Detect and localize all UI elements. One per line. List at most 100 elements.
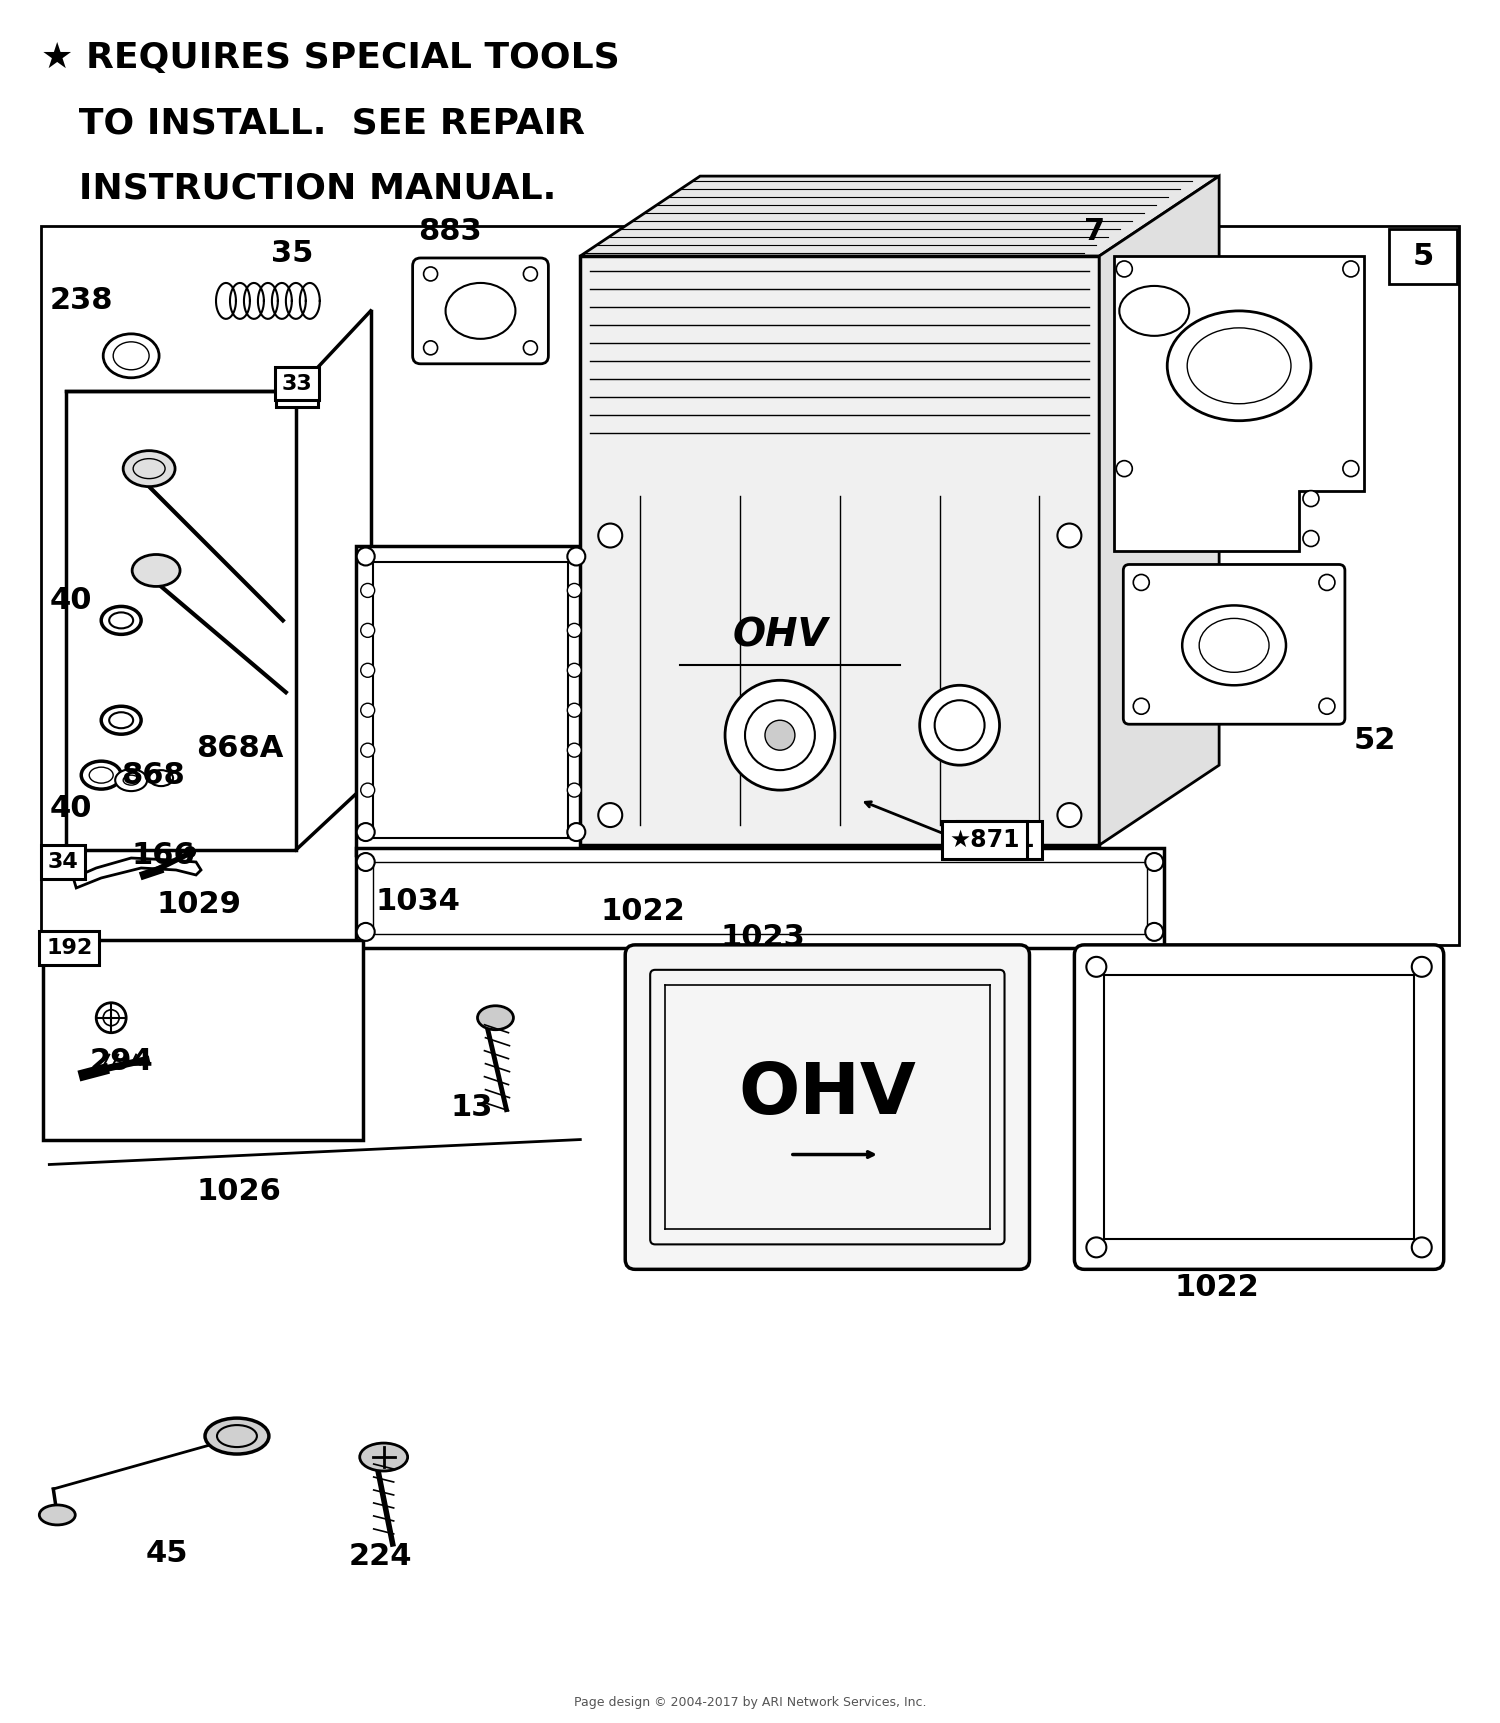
Ellipse shape: [360, 1444, 408, 1471]
Circle shape: [1412, 956, 1431, 977]
FancyBboxPatch shape: [1074, 944, 1443, 1270]
Circle shape: [724, 681, 836, 791]
Circle shape: [765, 720, 795, 750]
Text: 33: 33: [282, 381, 312, 401]
FancyBboxPatch shape: [1104, 975, 1414, 1239]
Ellipse shape: [39, 1504, 75, 1525]
Text: 1026: 1026: [196, 1177, 280, 1206]
Circle shape: [357, 548, 375, 565]
Ellipse shape: [110, 612, 134, 629]
Circle shape: [524, 341, 537, 355]
Circle shape: [1318, 698, 1335, 715]
Circle shape: [96, 1003, 126, 1032]
Text: 166: 166: [130, 841, 195, 870]
Circle shape: [360, 743, 375, 756]
Circle shape: [1304, 531, 1318, 546]
Ellipse shape: [1119, 286, 1190, 336]
Polygon shape: [1114, 257, 1364, 551]
Circle shape: [1116, 460, 1132, 477]
Text: 45: 45: [146, 1539, 189, 1568]
Circle shape: [746, 700, 814, 770]
Circle shape: [567, 624, 582, 638]
FancyBboxPatch shape: [1124, 565, 1346, 724]
FancyBboxPatch shape: [626, 944, 1029, 1270]
Text: ★ REQUIRES SPECIAL TOOLS: ★ REQUIRES SPECIAL TOOLS: [42, 41, 619, 76]
Circle shape: [598, 524, 622, 548]
Circle shape: [567, 703, 582, 717]
Ellipse shape: [100, 706, 141, 734]
FancyBboxPatch shape: [650, 970, 1005, 1244]
Ellipse shape: [206, 1418, 268, 1454]
Text: OHV: OHV: [738, 1060, 915, 1129]
Ellipse shape: [1198, 619, 1269, 672]
Circle shape: [1058, 803, 1082, 827]
Text: 13: 13: [450, 1092, 494, 1122]
Text: Page design © 2004-2017 by ARI Network Services, Inc.: Page design © 2004-2017 by ARI Network S…: [573, 1695, 926, 1709]
FancyBboxPatch shape: [413, 258, 549, 364]
Text: 52: 52: [1354, 725, 1396, 755]
Circle shape: [920, 686, 999, 765]
Circle shape: [357, 824, 375, 841]
Circle shape: [360, 584, 375, 598]
Polygon shape: [1100, 176, 1220, 844]
Ellipse shape: [112, 341, 148, 370]
FancyBboxPatch shape: [356, 546, 585, 855]
Text: ARI: ARI: [591, 508, 909, 672]
Text: 40: 40: [50, 794, 92, 822]
Text: 1029: 1029: [156, 891, 242, 920]
Ellipse shape: [100, 606, 141, 634]
FancyBboxPatch shape: [580, 257, 1100, 844]
FancyBboxPatch shape: [356, 848, 1164, 948]
Text: 1022: 1022: [600, 898, 686, 927]
Text: 868: 868: [122, 760, 184, 789]
Circle shape: [1342, 260, 1359, 277]
Text: 224: 224: [348, 1542, 412, 1571]
Text: 238: 238: [50, 286, 112, 315]
Circle shape: [934, 700, 984, 750]
Text: 868A: 868A: [196, 734, 284, 763]
Ellipse shape: [1182, 605, 1286, 686]
Circle shape: [567, 663, 582, 677]
Circle shape: [360, 703, 375, 717]
Text: 33: 33: [282, 374, 312, 395]
Ellipse shape: [116, 768, 147, 791]
Polygon shape: [580, 176, 1220, 257]
Ellipse shape: [477, 1006, 513, 1030]
Circle shape: [1342, 460, 1359, 477]
FancyBboxPatch shape: [372, 562, 568, 837]
Ellipse shape: [88, 767, 112, 784]
Text: 1034: 1034: [375, 887, 460, 917]
FancyBboxPatch shape: [372, 862, 1148, 934]
Circle shape: [357, 853, 375, 872]
Text: 35: 35: [272, 239, 314, 269]
Circle shape: [1086, 1237, 1107, 1258]
Ellipse shape: [1186, 327, 1292, 403]
Circle shape: [567, 584, 582, 598]
Polygon shape: [66, 391, 296, 849]
Circle shape: [1086, 956, 1107, 977]
Circle shape: [423, 267, 438, 281]
Circle shape: [360, 663, 375, 677]
Text: 5: 5: [1412, 243, 1434, 272]
Circle shape: [184, 846, 196, 858]
Ellipse shape: [217, 1425, 256, 1447]
Circle shape: [1116, 260, 1132, 277]
Polygon shape: [74, 858, 201, 887]
Text: 883: 883: [419, 217, 482, 245]
Ellipse shape: [110, 712, 134, 729]
FancyBboxPatch shape: [42, 226, 1458, 944]
Text: INSTRUCTION MANUAL.: INSTRUCTION MANUAL.: [42, 171, 556, 205]
Circle shape: [598, 803, 622, 827]
Ellipse shape: [1167, 310, 1311, 420]
FancyBboxPatch shape: [1389, 229, 1456, 284]
Circle shape: [524, 267, 537, 281]
Text: 1023: 1023: [720, 924, 806, 953]
Circle shape: [567, 743, 582, 756]
Circle shape: [360, 624, 375, 638]
Circle shape: [1146, 924, 1162, 941]
Ellipse shape: [123, 775, 140, 786]
Circle shape: [1318, 574, 1335, 591]
Circle shape: [357, 924, 375, 941]
Text: OHV: OHV: [732, 617, 828, 655]
Ellipse shape: [134, 458, 165, 479]
